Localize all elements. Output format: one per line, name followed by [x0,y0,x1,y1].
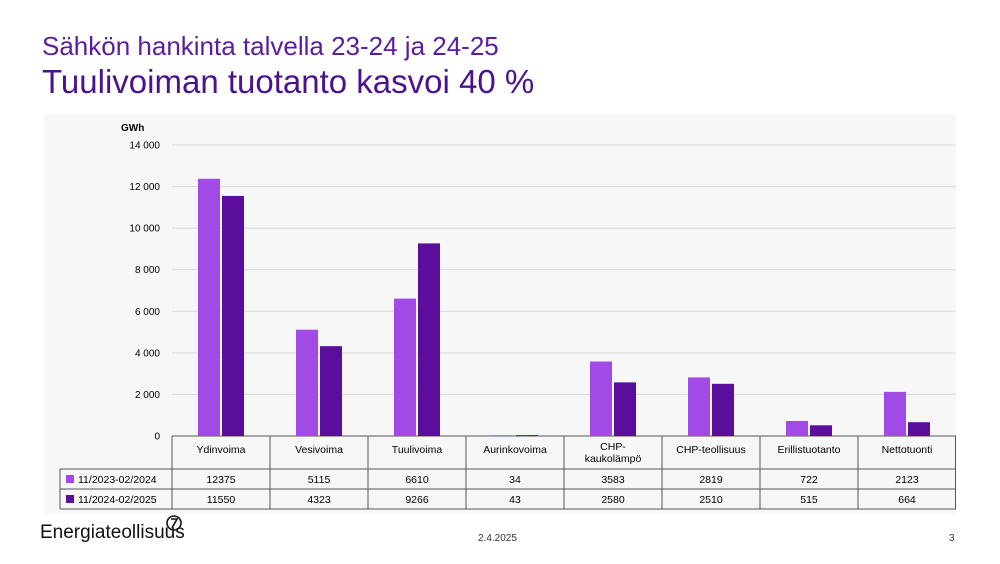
x-category-label: CHP-teollisuus [676,444,745,456]
bar-series2 [908,422,930,436]
slide-title: Tuulivoiman tuotanto kasvoi 40 % [42,63,535,100]
x-category-label: Nettotuonti [882,444,933,456]
x-category-label: Vesivoima [295,444,343,456]
bar-series2 [516,435,538,436]
legend-label: 11/2024-02/2025 [78,494,157,506]
y-tick-label: 2 000 [135,390,160,401]
bar-series1 [884,391,906,436]
x-category-label: Aurinkovoima [483,444,547,456]
energiateollisuus-logo: Energiateollisuus [40,522,185,543]
table-value: 2510 [699,494,723,506]
table-value: 11550 [207,494,236,506]
bar-series2 [810,425,832,436]
table-value: 2819 [699,474,723,486]
table-value: 34 [509,474,521,486]
bar-series2 [712,383,734,436]
legend-swatch [66,495,74,503]
x-category-label: Erillistuotanto [777,444,840,456]
bar-series1 [786,420,808,436]
bar-series1 [394,298,416,436]
bar-series2 [320,346,342,436]
table-value: 515 [800,494,818,506]
table-value: 2580 [601,494,625,506]
y-tick-label: 12 000 [129,182,160,193]
x-category-label: CHP- [600,441,626,453]
x-category-label: Ydinvoima [196,444,245,456]
bar-series1 [590,361,612,436]
bar-series1 [688,377,710,436]
table-value: 2123 [895,474,919,486]
table-value: 6610 [405,474,429,486]
y-tick-label: 10 000 [129,224,160,235]
table-value: 722 [800,474,818,486]
logo-mark-icon [166,515,182,531]
y-axis-unit-label: GWh [121,123,144,134]
x-category-label: Tuulivoima [392,444,443,456]
chart-panel: GWh 0 2 000 4 000 6 000 8 000 10 000 12 000 14 … [44,114,957,514]
bar-series1 [198,178,220,436]
bar-chart: GWh 0 2 000 4 000 6 000 8 000 10 000 12 000 14 … [59,123,957,510]
page-number: 3 [949,533,955,544]
legend-swatch [66,475,74,483]
slide-subtitle: Sähkön hankinta talvella 23-24 ja 24-25 [42,31,499,61]
table-value: 9266 [405,494,429,506]
y-tick-label: 4 000 [135,348,160,359]
bar-series2 [222,195,244,436]
table-value: 664 [898,494,916,506]
table-value: 5115 [308,474,331,486]
y-tick-label: 14 000 [129,141,160,152]
table-value: 3583 [601,474,625,486]
y-tick-label: 0 [154,432,160,443]
slide-header: Sähkön hankinta talvella 23-24 ja 24-25 … [42,30,534,102]
legend-label: 11/2023-02/2024 [78,474,157,486]
bar-series2 [614,382,636,436]
bar-series1 [492,435,514,437]
bar-series1 [296,329,318,436]
table-value: 4323 [307,494,331,506]
y-tick-label: 6 000 [135,307,160,318]
table-value: 43 [509,494,521,506]
table-value: 12375 [206,474,235,486]
x-category-label: kaukolämpö [585,453,642,465]
bar-series2 [418,243,440,436]
y-tick-label: 8 000 [135,265,160,276]
slide-date: 2.4.2025 [478,533,517,544]
